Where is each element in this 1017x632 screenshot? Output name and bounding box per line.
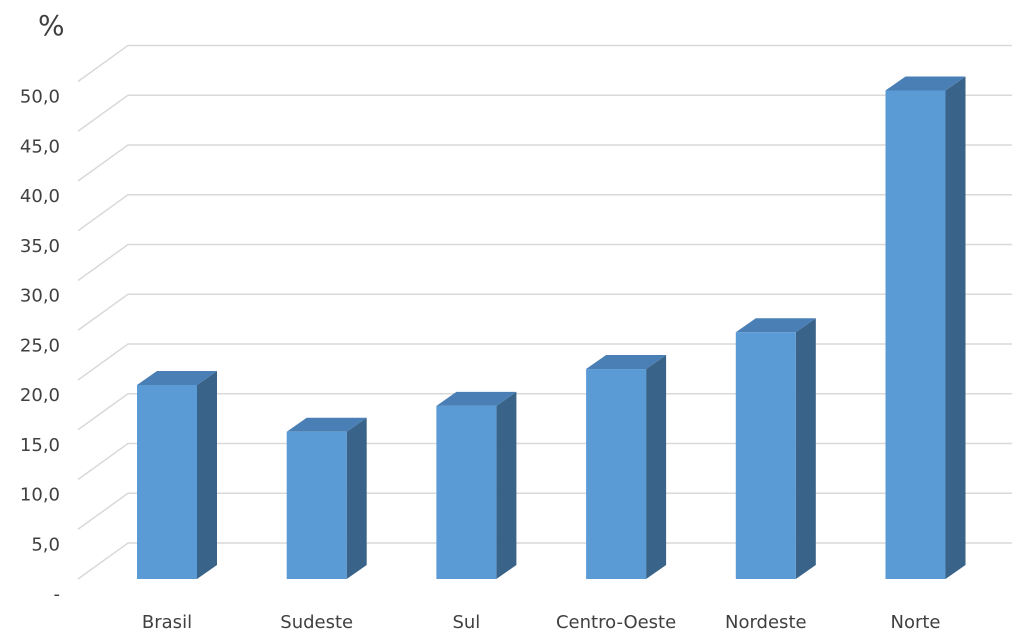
x-axis-category-labels: Brasil Sudeste Sul Centro-Oeste Nordeste Nort… — [142, 612, 941, 632]
y-tick-label: 20,0 — [20, 385, 60, 406]
gridlines — [77, 44, 1012, 580]
x-category-label: Sudeste — [280, 612, 353, 632]
bar-top — [286, 417, 367, 432]
bar-top — [735, 318, 816, 333]
bar-side — [496, 391, 517, 579]
bar-top — [885, 76, 966, 91]
gridline — [77, 194, 1012, 232]
y-axis-tick-labels: - 5,0 10,0 15,0 20,0 25,0 30,0 35,0 40,0 45,0 50,0 — [20, 87, 60, 606]
y-tick-label: 25,0 — [20, 335, 60, 356]
y-tick-label: 30,0 — [20, 286, 60, 307]
y-tick-label: 35,0 — [20, 236, 60, 257]
gridline — [77, 492, 1012, 530]
y-tick-label: 40,0 — [20, 186, 60, 207]
y-axis-unit-label: % — [38, 9, 65, 42]
bar-side — [346, 417, 367, 579]
gridline — [77, 393, 1012, 431]
gridline — [77, 144, 1012, 182]
y-tick-label: 10,0 — [20, 485, 60, 506]
bar-front — [436, 405, 497, 579]
gridline — [77, 442, 1012, 481]
bar-sudeste — [286, 417, 367, 579]
bar-centro-oeste — [586, 355, 667, 579]
bar-side — [197, 370, 217, 579]
bar-front — [137, 384, 197, 579]
x-category-label: Sul — [452, 612, 480, 632]
bar-front — [286, 431, 347, 579]
gridline — [77, 44, 1012, 83]
y-tick-label: 5,0 — [31, 534, 60, 555]
bar-top — [137, 370, 217, 385]
gridline — [77, 542, 1012, 580]
x-category-label: Centro-Oeste — [556, 612, 676, 632]
x-category-label: Brasil — [142, 612, 192, 632]
x-category-label: Nordeste — [725, 612, 807, 632]
bar-front — [735, 332, 796, 579]
bars — [137, 76, 966, 579]
y-tick-label: 15,0 — [20, 435, 60, 456]
bar-front — [885, 90, 946, 579]
y-tick-label: - — [54, 584, 61, 605]
gridline — [77, 243, 1012, 282]
bar-side — [646, 355, 667, 579]
x-category-label: Norte — [890, 612, 940, 632]
bar-brasil — [137, 370, 217, 579]
gridline — [77, 293, 1012, 331]
bar-norte — [885, 76, 966, 579]
bar-side — [945, 76, 966, 579]
bar-side — [795, 318, 816, 579]
bar-top — [586, 355, 667, 370]
bar-nordeste — [735, 318, 816, 579]
bar-sul — [436, 391, 517, 579]
y-tick-label: 45,0 — [20, 136, 60, 157]
y-tick-label: 50,0 — [20, 87, 60, 108]
gridline — [77, 94, 1012, 132]
bar-top — [436, 391, 517, 406]
gridline — [77, 343, 1012, 381]
bar-front — [586, 369, 647, 579]
